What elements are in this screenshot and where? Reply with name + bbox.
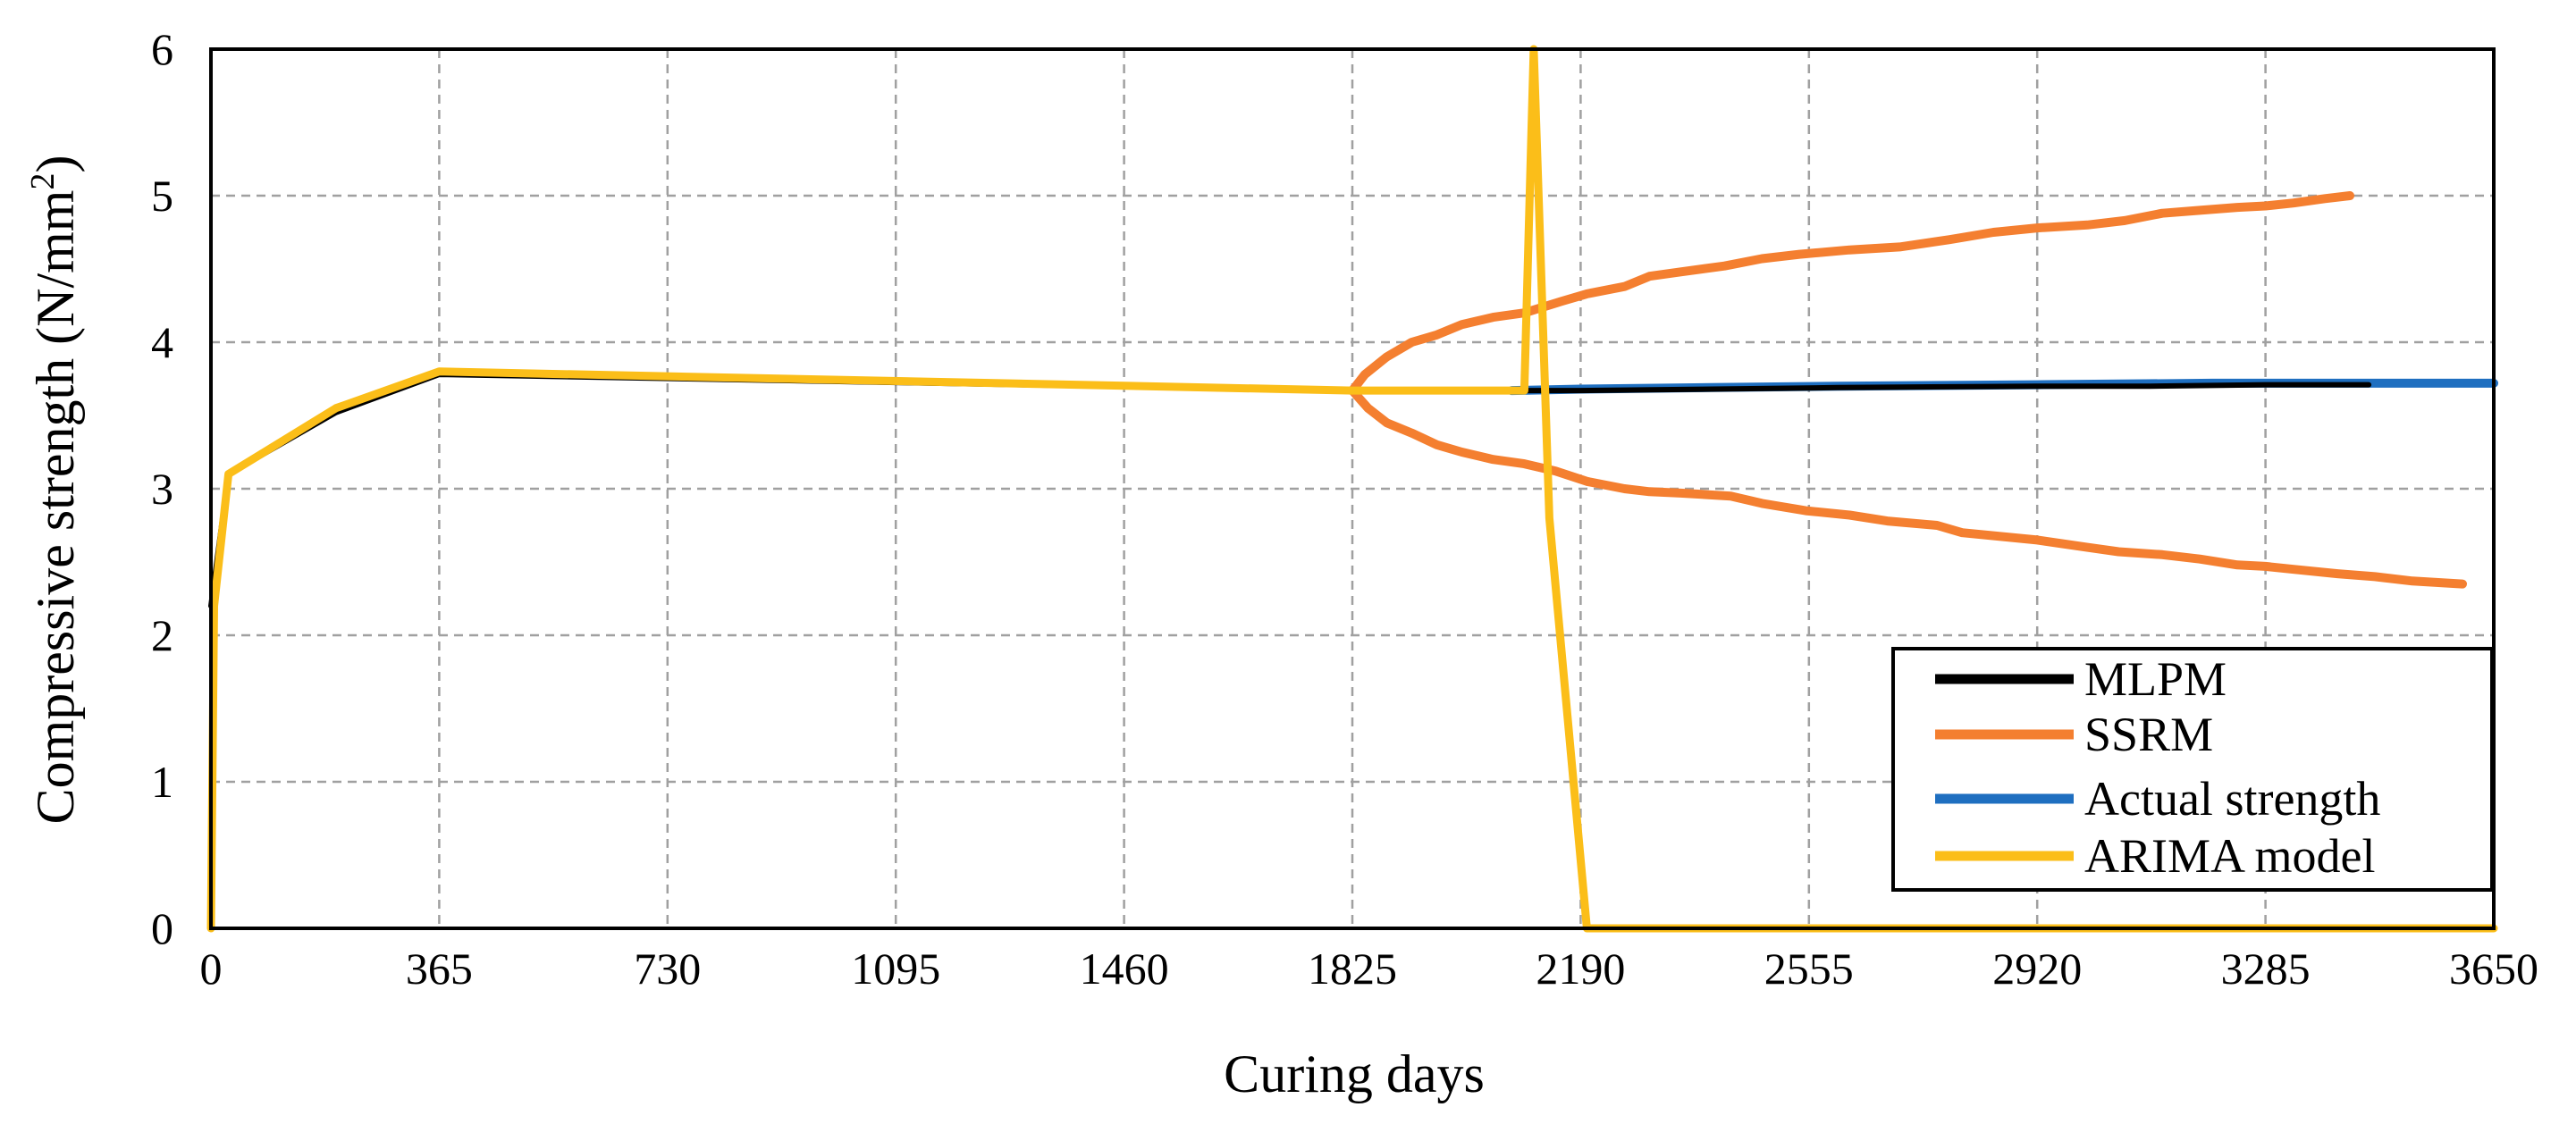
x-tick-label: 3650 — [2449, 944, 2538, 994]
x-tick-labels: 0 365 730 1095 1460 1825 2190 2555 2920 3285 3650 — [200, 944, 2539, 994]
y-tick-label: 3 — [151, 464, 173, 514]
x-tick-label: 2555 — [1764, 944, 1854, 994]
y-tick-label: 2 — [151, 610, 173, 660]
x-tick-label: 1825 — [1308, 944, 1397, 994]
y-tick-label: 5 — [151, 171, 173, 221]
y-axis-title: Compressive strength (N/mm2) — [24, 155, 85, 825]
legend-label-ssrm: SSRM — [2084, 708, 2213, 761]
x-tick-label: 3285 — [2221, 944, 2311, 994]
series-line-ssrm — [1348, 191, 2355, 396]
x-tick-label: 365 — [406, 944, 473, 994]
y-tick-label: 0 — [151, 903, 173, 953]
x-axis-title: Curing days — [1224, 1044, 1485, 1103]
y-tick-label: 1 — [151, 757, 173, 807]
x-tick-label: 1095 — [851, 944, 940, 994]
plot-area-frame — [209, 47, 2496, 930]
legend-label-mlpm: MLPM — [2084, 652, 2227, 706]
legend-box — [1891, 647, 2494, 892]
legend-label-arima-model: ARIMA model — [2084, 829, 2376, 883]
legend: MLPM SSRM Actual strength ARIMA model — [1891, 647, 2494, 892]
series-line-ssrm-lower — [1348, 386, 2467, 589]
y-tick-labels: 0 1 2 3 4 5 6 — [151, 24, 173, 953]
x-tick-label: 0 — [200, 944, 223, 994]
x-tick-label: 2920 — [1992, 944, 2082, 994]
y-tick-label: 4 — [151, 317, 173, 367]
y-axis-title-main: Compressive strength (N/mm — [26, 190, 85, 825]
legend-label-actual-strength: Actual strength — [2084, 772, 2380, 826]
x-tick-label: 2190 — [1536, 944, 1625, 994]
series-line-arima-model — [206, 45, 2498, 933]
series-layer — [206, 45, 2498, 933]
x-tick-label: 730 — [634, 944, 701, 994]
y-axis-title-close: ) — [26, 155, 85, 173]
x-tick-label: 1460 — [1080, 944, 1169, 994]
y-tick-label: 6 — [151, 24, 173, 74]
y-axis-title-superscript: 2 — [24, 173, 62, 190]
